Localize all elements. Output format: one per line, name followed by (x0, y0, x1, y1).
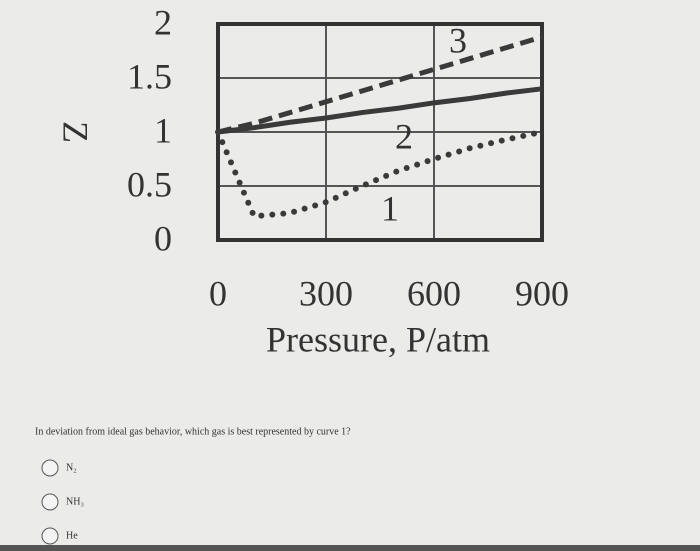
x-axis-label: Pressure, P/atm (266, 319, 490, 359)
curve (217, 34, 543, 135)
option-label[interactable]: N₂ (66, 462, 77, 473)
curve (215, 129, 545, 220)
option-label[interactable]: NH₃ (66, 496, 84, 507)
y-tick-label: 0 (154, 218, 172, 258)
y-tick-label: 1.5 (127, 56, 172, 96)
x-tick-label: 0 (209, 273, 227, 313)
option-label[interactable]: He (66, 530, 78, 541)
curve-label: 3 (449, 20, 467, 60)
x-tick-label: 300 (299, 273, 353, 313)
radio-button[interactable] (41, 527, 59, 545)
curve-label: 2 (395, 116, 413, 156)
question: In deviation from ideal gas behavior, wh… (35, 426, 351, 437)
curve (217, 86, 543, 135)
x-tick-label: 900 (515, 273, 569, 313)
y-tick-label: 1 (154, 110, 172, 150)
y-axis-label: Z (56, 121, 96, 143)
radio-button[interactable] (41, 493, 59, 511)
radio-button[interactable] (41, 459, 59, 477)
x-tick-label: 600 (407, 273, 461, 313)
screen-edge (0, 545, 700, 551)
y-tick-label: 0.5 (127, 164, 172, 204)
curve-label: 1 (381, 188, 399, 228)
y-tick-label: 2 (154, 2, 172, 42)
